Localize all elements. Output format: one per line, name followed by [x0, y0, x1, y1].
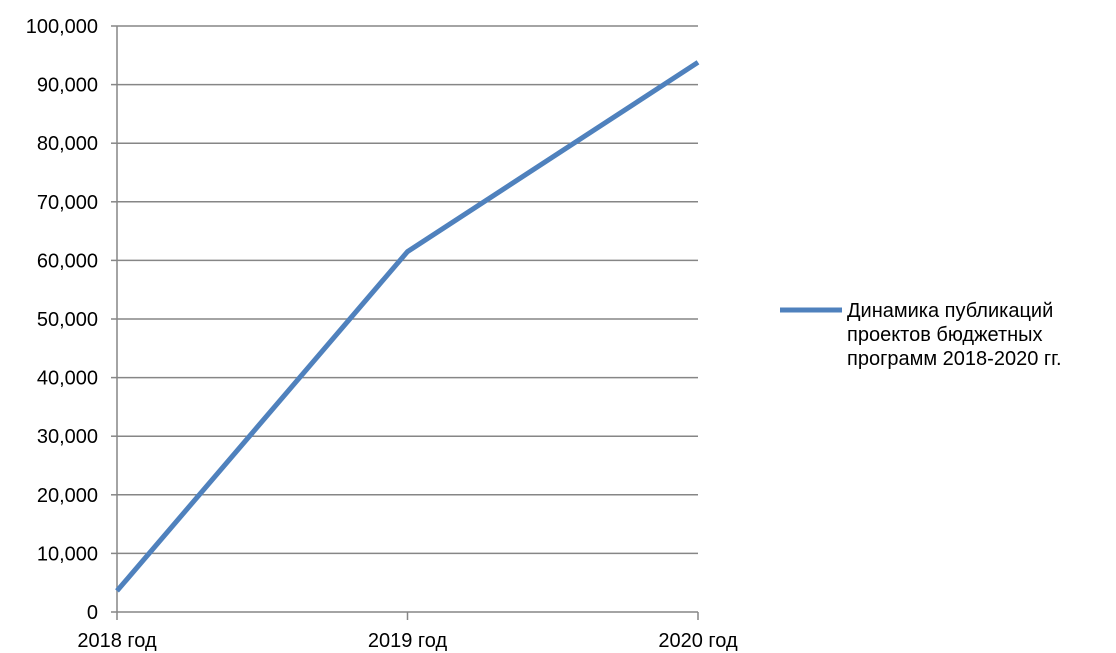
x-tick-label: 2019 год	[368, 630, 448, 652]
y-tick-label: 100,000	[26, 16, 98, 38]
y-tick-label: 50,000	[37, 309, 98, 331]
y-tick-label: 0	[87, 602, 98, 624]
x-tick-label: 2020 год	[658, 630, 738, 652]
y-tick-label: 40,000	[37, 368, 98, 390]
legend-label: Динамика публикаций проектов бюджетных про…	[847, 300, 1062, 370]
legend-label-line: Динамика публикаций	[847, 300, 1053, 322]
y-tick-label: 20,000	[37, 485, 98, 507]
x-tick-label: 2018 год	[77, 630, 157, 652]
legend: Динамика публикаций проектов бюджетных про…	[780, 300, 1062, 370]
y-tick-label: 30,000	[37, 426, 98, 448]
y-tick-label: 60,000	[37, 250, 98, 272]
series-line	[115, 60, 700, 593]
series-lines	[115, 60, 700, 593]
legend-label-line: программ 2018-2020 гг.	[847, 348, 1062, 370]
y-tick-label: 70,000	[37, 192, 98, 214]
y-tick-label: 80,000	[37, 133, 98, 155]
legend-label-line: проектов бюджетных	[847, 324, 1043, 346]
y-axis-ticks: 0 10,000 20,000 30,000 40,000 50,000 60,000 70,…	[26, 16, 98, 624]
y-tick-label: 90,000	[37, 75, 98, 97]
gridlines	[117, 25, 698, 555]
x-axis: 2018 год 2019 год 2020 год	[77, 25, 738, 652]
y-tick-label: 10,000	[37, 543, 98, 565]
